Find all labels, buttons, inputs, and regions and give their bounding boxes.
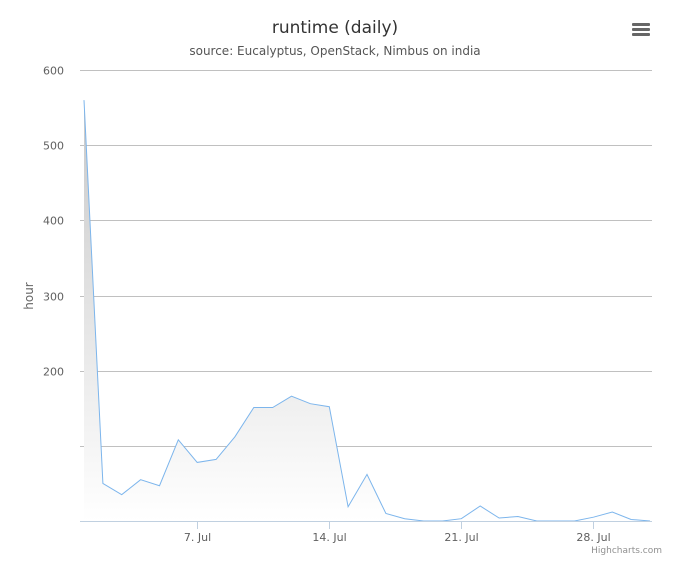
grid-lines	[80, 70, 652, 447]
chart-title: runtime (daily)	[272, 18, 398, 38]
x-tick-label: 28. Jul	[576, 531, 610, 544]
y-axis-ticks: 200 300 400 500 600	[43, 65, 64, 379]
x-tick-label: 7. Jul	[184, 531, 211, 544]
x-tick-label: 21. Jul	[444, 531, 478, 544]
y-tick-label: 400	[43, 215, 64, 228]
series-area	[84, 100, 650, 521]
chart-subtitle: source: Eucalyptus, OpenStack, Nimbus on…	[189, 44, 480, 58]
y-tick-label: 500	[43, 140, 64, 153]
x-axis-ticks: 7. Jul 14. Jul 21. Jul 28. Jul	[184, 521, 611, 544]
y-tick-label: 300	[43, 291, 64, 304]
y-tick-label: 200	[43, 366, 64, 379]
y-tick-label: 600	[43, 65, 64, 78]
credits-link[interactable]: Highcharts.com	[591, 546, 662, 556]
series-line	[83, 100, 651, 522]
hamburger-menu-icon[interactable]	[628, 18, 654, 40]
y-axis-label: hour	[22, 282, 36, 310]
x-tick-label: 14. Jul	[312, 531, 346, 544]
